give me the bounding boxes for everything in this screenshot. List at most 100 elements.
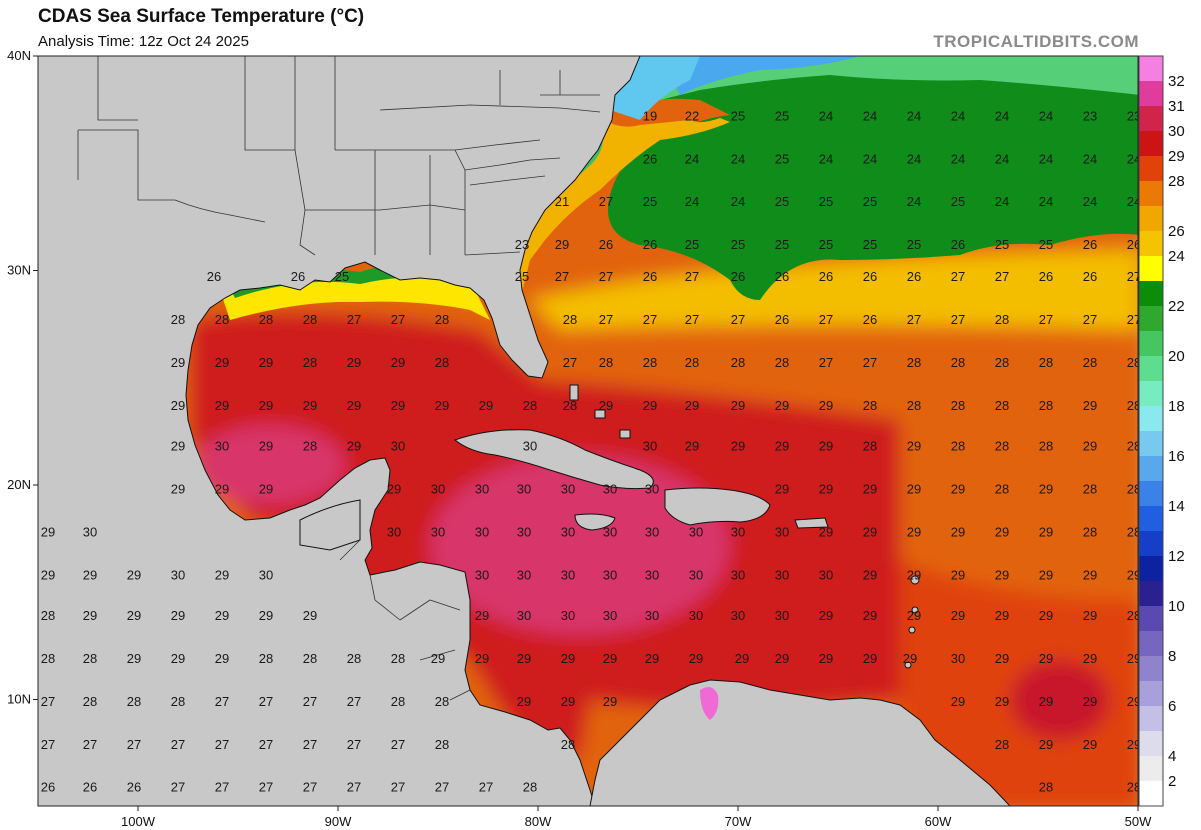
- sst-value-label: 29: [819, 482, 833, 497]
- sst-value-label: 29: [347, 439, 361, 454]
- political-borders: [77, 56, 601, 256]
- sst-value-label: 29: [517, 651, 531, 666]
- sst-value-label: 29: [171, 439, 185, 454]
- sst-value-label: 24: [907, 151, 921, 166]
- sst-value-label: 30: [645, 608, 659, 623]
- sst-value-label: 29: [689, 651, 703, 666]
- sst-value-label: 29: [475, 608, 489, 623]
- sst-value-label: 29: [561, 694, 575, 709]
- sst-value-label: 29: [1127, 567, 1141, 582]
- sst-value-label: 25: [951, 194, 965, 209]
- sst-value-label: 24: [1127, 194, 1141, 209]
- sst-value-label: 27: [1127, 312, 1141, 327]
- sst-value-label: 29: [391, 398, 405, 413]
- map-title: CDAS Sea Surface Temperature (°C): [38, 6, 365, 27]
- sst-value-label: 29: [215, 567, 229, 582]
- sst-value-label: 26: [819, 269, 833, 284]
- sst-value-label: 29: [303, 608, 317, 623]
- sst-value-label: 27: [215, 737, 229, 752]
- sst-value-label: 27: [599, 269, 613, 284]
- lon-tick-label: 70W: [725, 814, 752, 829]
- colorbar-label: 24: [1168, 248, 1185, 265]
- sst-value-label: 29: [1039, 694, 1053, 709]
- sst-value-label: 29: [1083, 398, 1097, 413]
- sst-value-label: 26: [1127, 237, 1141, 252]
- sst-value-label: 28: [731, 355, 745, 370]
- sst-value-label: 29: [1083, 439, 1097, 454]
- lat-tick-label: 10N: [7, 692, 31, 707]
- colorbar-label: 30: [1168, 123, 1185, 140]
- sst-value-label: 23: [1083, 108, 1097, 123]
- colorbar-swatch: [1139, 581, 1163, 607]
- sst-value-label: 29: [259, 439, 273, 454]
- sst-value-label: 28: [41, 608, 55, 623]
- sst-value-label: 30: [819, 567, 833, 582]
- sst-value-label: 27: [259, 694, 273, 709]
- sst-value-label: 30: [517, 482, 531, 497]
- sst-value-label: 29: [819, 439, 833, 454]
- sst-value-label: 30: [387, 524, 401, 539]
- colorbar-swatch: [1139, 331, 1163, 357]
- sst-value-label: 26: [1039, 269, 1053, 284]
- lat-tick-label: 40N: [7, 48, 31, 63]
- sst-value-label: 28: [435, 737, 449, 752]
- sst-value-label: 23: [515, 237, 529, 252]
- sst-value-label: 29: [1039, 608, 1053, 623]
- sst-value-label: 28: [41, 651, 55, 666]
- colorbar-label: 32: [1168, 73, 1185, 90]
- sst-value-label: 24: [1083, 194, 1097, 209]
- sst-value-label: 27: [599, 194, 613, 209]
- sst-value-label: 28: [435, 312, 449, 327]
- sst-value-label: 28: [127, 694, 141, 709]
- sst-value-label: 29: [479, 398, 493, 413]
- sst-value-label: 30: [561, 524, 575, 539]
- colorbar-label: 10: [1168, 598, 1185, 615]
- lon-tick-label: 80W: [525, 814, 552, 829]
- sst-value-label: 29: [907, 524, 921, 539]
- colorbar-frame: [1138, 55, 1164, 807]
- sst-value-label: 25: [995, 237, 1009, 252]
- sst-value-label: 28: [561, 737, 575, 752]
- colorbar-swatch: [1139, 281, 1163, 307]
- sst-value-label: 29: [863, 524, 877, 539]
- sst-value-label: 24: [731, 151, 745, 166]
- sst-value-label: 29: [1083, 567, 1097, 582]
- sst-value-label: 29: [431, 651, 445, 666]
- sst-value-label: 28: [995, 312, 1009, 327]
- colorbar-label: 18: [1168, 398, 1185, 415]
- sst-value-label: 30: [561, 482, 575, 497]
- sst-value-label: 27: [643, 312, 657, 327]
- sst-value-label: 26: [1083, 269, 1097, 284]
- colorbar-swatch: [1139, 206, 1163, 232]
- sst-value-label: 26: [1083, 237, 1097, 252]
- sst-value-label: 28: [995, 439, 1009, 454]
- sst-value-label: 29: [907, 439, 921, 454]
- sst-value-label: 29: [347, 398, 361, 413]
- sst-value-label: 24: [1083, 151, 1097, 166]
- sst-value-label: 24: [819, 108, 833, 123]
- sst-value-label: 30: [603, 524, 617, 539]
- sst-value-label: 24: [1127, 151, 1141, 166]
- sst-value-label: 29: [215, 482, 229, 497]
- sst-value-label: 28: [215, 312, 229, 327]
- sst-value-label: 28: [951, 398, 965, 413]
- sst-value-label: 29: [863, 651, 877, 666]
- colorbar-swatch: [1139, 106, 1163, 132]
- colorbar-swatch: [1139, 256, 1163, 282]
- sst-value-label: 29: [215, 355, 229, 370]
- sst-value-label: 29: [215, 651, 229, 666]
- sst-value-label: 28: [83, 694, 97, 709]
- lake-maracaibo: [700, 686, 719, 720]
- sst-value-label: 29: [603, 694, 617, 709]
- sst-value-label: 27: [951, 312, 965, 327]
- sst-value-label: 29: [1039, 524, 1053, 539]
- sst-value-label: 24: [819, 151, 833, 166]
- sst-value-label: 28: [951, 355, 965, 370]
- colorbar-swatch: [1139, 81, 1163, 107]
- sst-value-label: 29: [775, 439, 789, 454]
- sst-value-label: 29: [903, 651, 917, 666]
- sst-value-label: 28: [303, 651, 317, 666]
- sst-value-label: 29: [819, 608, 833, 623]
- sst-value-label: 29: [387, 482, 401, 497]
- sst-value-label: 30: [431, 482, 445, 497]
